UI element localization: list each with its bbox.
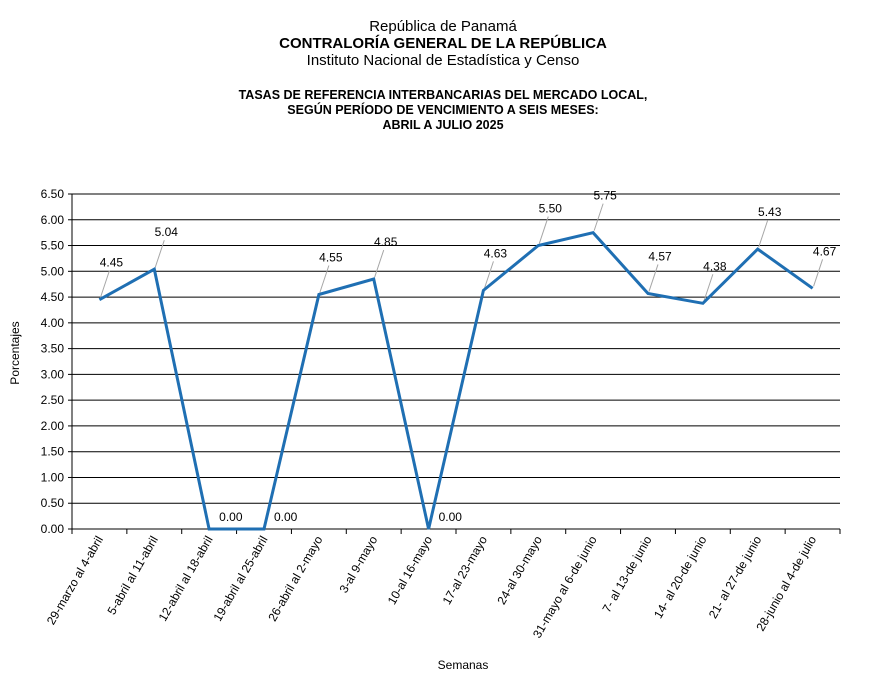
data-label: 4.57 [648, 249, 672, 263]
y-axis-ticks: 0.00 0.50 1.00 1.50 2.00 2.50 3.00 3.50 4.00 4.50… [41, 187, 72, 536]
label-leader [319, 265, 330, 293]
y-tick-label: 1.50 [41, 445, 65, 459]
label-leader [154, 240, 165, 268]
x-tick-label: 14- al 20-de junio [651, 533, 710, 621]
header-organization: CONTRALORÍA GENERAL DE LA REPÚBLICA [279, 35, 607, 52]
y-tick-label: 6.00 [41, 213, 65, 227]
data-label: 4.63 [484, 246, 508, 260]
data-label: 0.00 [274, 510, 298, 524]
x-tick-label: 3-al 9-mayo [337, 533, 381, 595]
data-label: 5.04 [155, 225, 179, 239]
x-tick-label: 28-junio al 4-de julio [753, 533, 819, 633]
label-leader [703, 274, 714, 302]
label-leader [483, 261, 494, 289]
y-axis-title: Porcentajes [8, 321, 22, 384]
data-label: 0.00 [439, 510, 463, 524]
label-leader-lines [99, 203, 824, 302]
y-tick-label: 3.50 [41, 342, 65, 356]
chart-title-line-3: ABRIL A JULIO 2025 [382, 118, 504, 132]
y-tick-label: 1.00 [41, 470, 65, 484]
label-leader [374, 249, 385, 278]
data-label: 0.00 [219, 510, 243, 524]
data-label: 4.55 [319, 251, 343, 265]
x-tick-label: 17-al 23-mayo [440, 533, 491, 607]
data-label: 5.50 [539, 202, 563, 216]
y-tick-label: 4.50 [41, 290, 65, 304]
data-label: 5.43 [758, 205, 782, 219]
data-label: 4.38 [703, 259, 727, 273]
x-tick-label: 12-abril al 18-abril [156, 534, 216, 624]
y-tick-label: 4.00 [41, 316, 65, 330]
x-tick-label: 29-marzo al 4-abril [44, 534, 106, 628]
y-tick-label: 5.50 [41, 239, 65, 253]
y-tick-label: 0.50 [41, 496, 65, 510]
series-line [98, 231, 814, 531]
y-tick-label: 3.00 [41, 367, 65, 381]
y-tick-label: 0.00 [41, 522, 65, 536]
x-tick-label: 31-mayo al 6-de junio [530, 533, 600, 640]
label-leader [813, 259, 824, 287]
data-label: 4.85 [374, 235, 398, 249]
label-leader [758, 219, 769, 248]
x-tick-label: 10-al 16-mayo [385, 533, 436, 607]
chart-title-line-2: SEGÚN PERÍODO DE VENCIMIENTO A SEIS MESE… [287, 103, 599, 117]
header-country: República de Panamá [369, 18, 517, 35]
x-tick-label: 26-abril al 2-mayo [265, 533, 325, 623]
x-tick-label: 24-al 30-mayo [494, 533, 545, 607]
gridlines [71, 193, 840, 530]
data-label: 4.45 [100, 256, 124, 270]
y-tick-label: 2.00 [41, 419, 65, 433]
label-leader [99, 270, 110, 298]
label-leader [648, 264, 659, 292]
y-tick-label: 5.00 [41, 264, 65, 278]
x-tick-label: 5-abril al 11-abril [105, 534, 161, 618]
data-labels: 4.45 5.04 0.00 0.00 4.55 4.85 0.00 4.63 5.50 5.75… [100, 189, 837, 524]
chart-title-line-1: TASAS DE REFERENCIA INTERBANCARIAS DEL M… [238, 88, 648, 102]
header-institute: Instituto Nacional de Estadística y Cens… [306, 52, 580, 69]
x-tick-label: 21- al 27-de junio [706, 533, 765, 621]
y-tick-label: 6.50 [41, 187, 65, 201]
label-leader [593, 203, 604, 231]
data-label: 5.75 [593, 189, 617, 203]
x-tick-label: 19-abril al 25-abril [210, 534, 270, 624]
y-tick-label: 2.50 [41, 393, 65, 407]
x-axis-title: Semanas [438, 658, 489, 672]
data-label: 4.67 [813, 244, 837, 258]
x-tick-label: 7- al 13-de junio [599, 533, 654, 615]
label-leader [538, 216, 549, 244]
